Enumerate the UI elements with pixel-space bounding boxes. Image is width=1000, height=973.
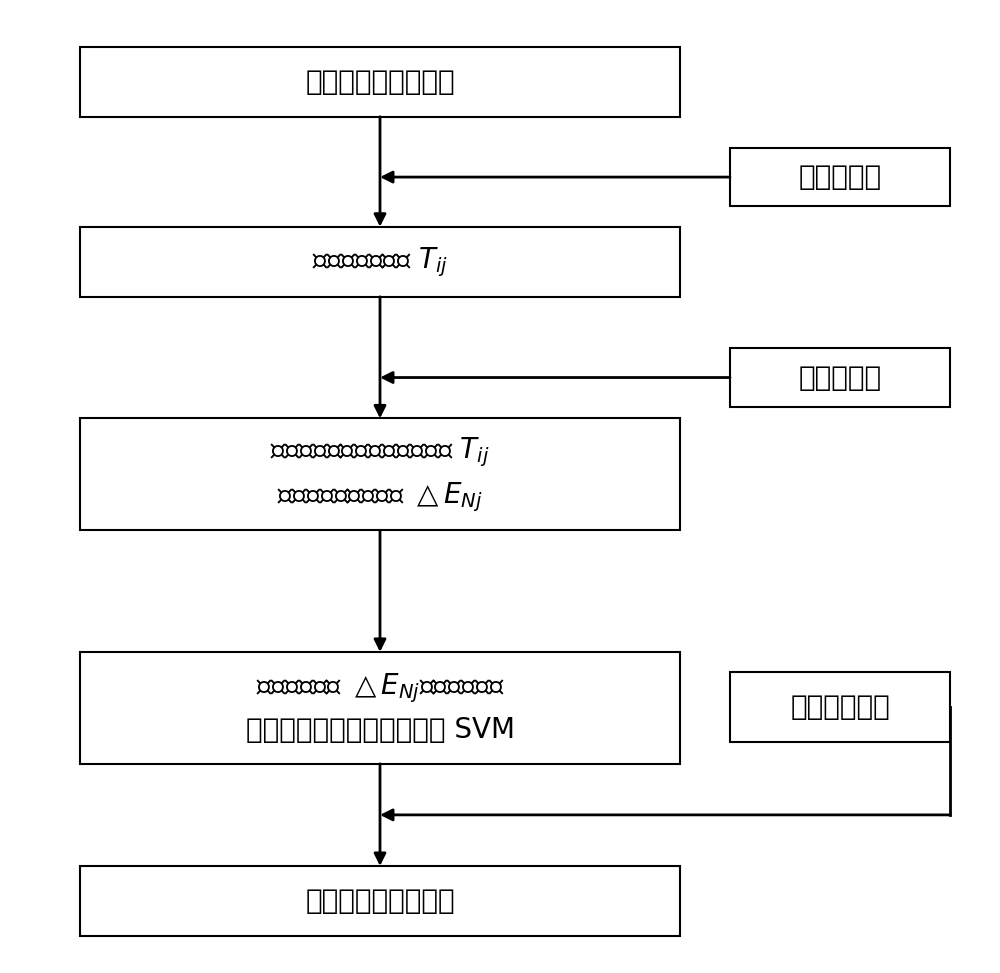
Bar xyxy=(80,418,680,530)
Text: 结构损伤前后振动传递率函数 $T_{ij}$
的各频带能量变化量 $\triangle E_{Nj}$: 结构损伤前后振动传递率函数 $T_{ij}$ 的各频带能量变化量 $\trian… xyxy=(270,435,490,514)
Text: 傅里叶变换: 傅里叶变换 xyxy=(798,163,882,191)
Bar xyxy=(730,672,950,742)
Bar xyxy=(80,47,680,117)
Text: 输入测试样本: 输入测试样本 xyxy=(790,694,890,721)
Bar xyxy=(730,348,950,407)
Bar xyxy=(80,866,680,936)
Bar xyxy=(730,148,950,206)
Text: 实测加速度响应信号: 实测加速度响应信号 xyxy=(305,68,455,95)
Text: 小波包分解: 小波包分解 xyxy=(798,364,882,391)
Text: 确定损伤构件的位置: 确定损伤构件的位置 xyxy=(305,887,455,915)
Bar xyxy=(80,227,680,297)
Bar xyxy=(80,652,680,764)
Text: 振动传递率函数 $T_{ij}$: 振动传递率函数 $T_{ij}$ xyxy=(312,245,448,278)
Text: 确定输入参数 $\triangle E_{Nj}$、输出参数、
训练样本，训练支持向量机 SVM: 确定输入参数 $\triangle E_{Nj}$、输出参数、 训练样本，训练支… xyxy=(246,671,514,744)
